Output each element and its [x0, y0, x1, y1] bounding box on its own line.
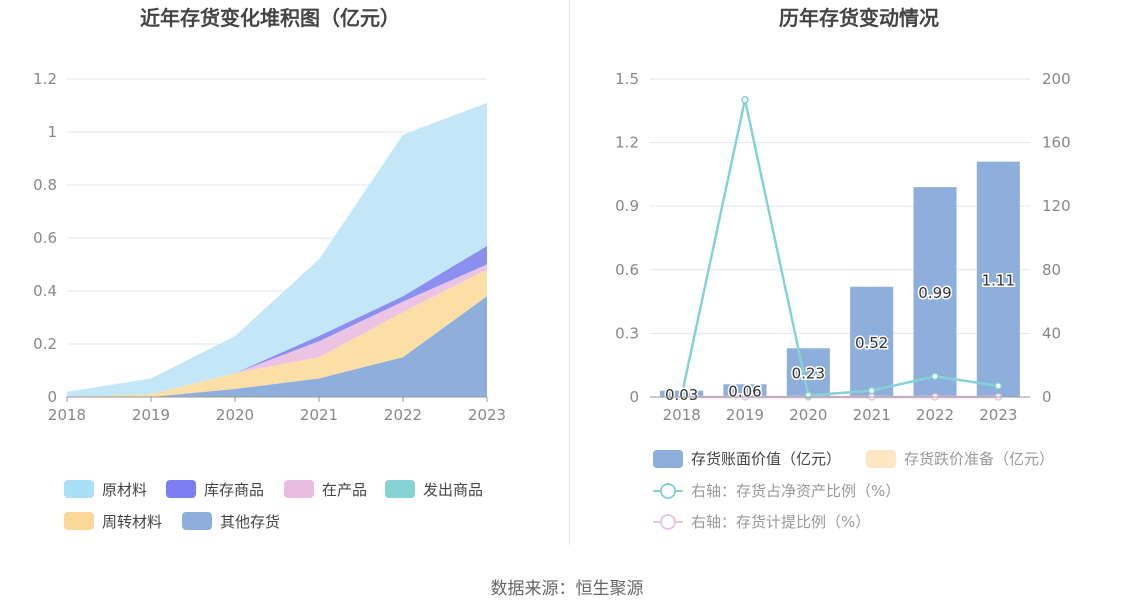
area-原材料 — [67, 102, 487, 397]
divider — [569, 0, 570, 545]
y2-tick-label: 160 — [1042, 134, 1071, 152]
y-tick-label: 0.2 — [33, 335, 57, 353]
x-tick-label: 2021 — [853, 406, 891, 424]
legend-item: 原材料 — [64, 480, 147, 499]
y-tick-label: 1 — [47, 123, 57, 141]
bar-value-label: 1.11 — [982, 271, 1015, 289]
y2-tick-label: 40 — [1042, 324, 1061, 342]
legend-item: 右轴：存货计提比例（%） — [653, 513, 870, 531]
legend-label: 在产品 — [322, 481, 367, 499]
y-tick-label: 0 — [629, 388, 639, 406]
bar-value-label: 0.06 — [728, 383, 761, 401]
legend-item: 库存商品 — [166, 480, 264, 499]
y-tick-label: 0.6 — [33, 229, 57, 247]
area-series — [67, 102, 487, 397]
bar — [786, 348, 830, 397]
legend-label: 其他存货 — [220, 513, 280, 531]
axes: 0 0.3 0.6 0.9 1.2 1.5 0 40 80 120 160 200 2018 2019 20… — [615, 70, 1071, 424]
stacked-area-chart: 近年存货变化堆积图（亿元） 0 0.2 0.4 0.6 0.8 1 1.2 2018 2019 2… — [33, 6, 506, 531]
bar-line-chart: 历年存货变动情况 0.03 0.06 0.23 0.52 0.99 1.11 0 0.3 0.… — [615, 6, 1071, 531]
bar — [976, 161, 1020, 397]
y2-tick-label: 80 — [1042, 261, 1061, 279]
y-tick-label: 0 — [47, 388, 57, 406]
x-tick-label: 2022 — [916, 406, 954, 424]
legend-swatch-marker — [660, 483, 676, 499]
legend-item: 其他存货 — [182, 512, 280, 531]
x-tick-label: 2021 — [300, 406, 338, 424]
y-tick-label: 1.5 — [615, 70, 639, 88]
y-tick-label: 1.2 — [33, 70, 57, 88]
x-tick-label: 2019 — [726, 406, 764, 424]
line-point — [994, 382, 1003, 390]
legend-swatch — [166, 480, 196, 498]
y-tick-label: 0.9 — [615, 197, 639, 215]
legend-item: 存货跌价准备（亿元） — [866, 450, 1054, 468]
line-point — [931, 372, 939, 381]
area-其他存货 — [67, 296, 487, 397]
legend-item: 发出商品 — [385, 480, 483, 499]
legend-label: 右轴：存货计提比例（%） — [691, 513, 870, 531]
legend-item: 右轴：存货占净资产比例（%） — [653, 482, 900, 500]
legend-label: 存货账面价值（亿元） — [691, 450, 841, 468]
line-point — [867, 386, 876, 395]
legend-item: 存货账面价值（亿元） — [653, 450, 841, 468]
line-右轴：存货占净资产比例（%） — [680, 99, 999, 397]
legend-item: 在产品 — [284, 480, 367, 499]
y-tick-label: 0.4 — [33, 282, 57, 300]
legend-swatch — [653, 450, 683, 468]
x-tick-label: 2020 — [216, 406, 254, 424]
axes: 0 0.2 0.4 0.6 0.8 1 1.2 2018 2019 2020 2021 2022 202… — [33, 70, 506, 424]
legend-swatch-marker — [660, 514, 676, 530]
x-tick-label: 2023 — [979, 406, 1017, 424]
y-tick-label: 1.2 — [615, 134, 639, 152]
x-tick-label: 2023 — [468, 406, 506, 424]
source-footer: 数据来源：恒生聚源 — [490, 579, 644, 599]
legend-item: 周转材料 — [64, 512, 162, 531]
legend-label: 右轴：存货占净资产比例（%） — [691, 482, 900, 500]
y2-tick-label: 0 — [1042, 388, 1052, 406]
legend-swatch — [284, 480, 314, 498]
legend: 存货账面价值（亿元） 存货跌价准备（亿元）右轴：存货占净资产比例（%） 右轴：存货计… — [653, 450, 1054, 531]
legend-swatch — [64, 512, 94, 530]
grid — [650, 78, 1030, 334]
legend-label: 周转材料 — [102, 513, 162, 531]
line-point — [741, 95, 749, 104]
legend-swatch — [64, 480, 94, 498]
legend-swatch — [866, 450, 896, 468]
legend-label: 存货跌价准备（亿元） — [904, 450, 1054, 468]
legend-label: 原材料 — [102, 481, 147, 499]
area-周转材料 — [67, 269, 487, 397]
x-tick-label: 2020 — [789, 406, 827, 424]
bar-value-label: 0.23 — [792, 365, 825, 383]
y-tick-label: 0.6 — [615, 261, 639, 279]
x-tick-label: 2019 — [132, 406, 170, 424]
legend-label: 库存商品 — [204, 481, 264, 499]
legend-swatch — [182, 512, 212, 530]
x-tick-label: 2018 — [48, 406, 86, 424]
bar — [723, 384, 767, 397]
bar-value-label: 0.03 — [665, 386, 698, 404]
y2-tick-label: 120 — [1042, 197, 1071, 215]
y2-tick-label: 200 — [1042, 70, 1071, 88]
bar-value-label: 0.99 — [918, 284, 951, 302]
bar — [850, 286, 894, 397]
x-tick-label: 2018 — [663, 406, 701, 424]
bar-series — [660, 161, 1020, 397]
bar-value-label: 0.52 — [855, 334, 888, 352]
chart-title: 历年存货变动情况 — [779, 6, 939, 30]
y-tick-label: 0.8 — [33, 176, 57, 194]
legend-label: 发出商品 — [423, 481, 483, 499]
bar — [913, 187, 957, 397]
legend-swatch — [385, 480, 415, 498]
x-tick-label: 2022 — [384, 406, 422, 424]
chart-title: 近年存货变化堆积图（亿元） — [140, 6, 400, 30]
line-point — [804, 391, 813, 400]
bar-labels: 0.03 0.06 0.23 0.52 0.99 1.11 — [663, 270, 1016, 405]
y-tick-label: 0.3 — [615, 324, 639, 342]
